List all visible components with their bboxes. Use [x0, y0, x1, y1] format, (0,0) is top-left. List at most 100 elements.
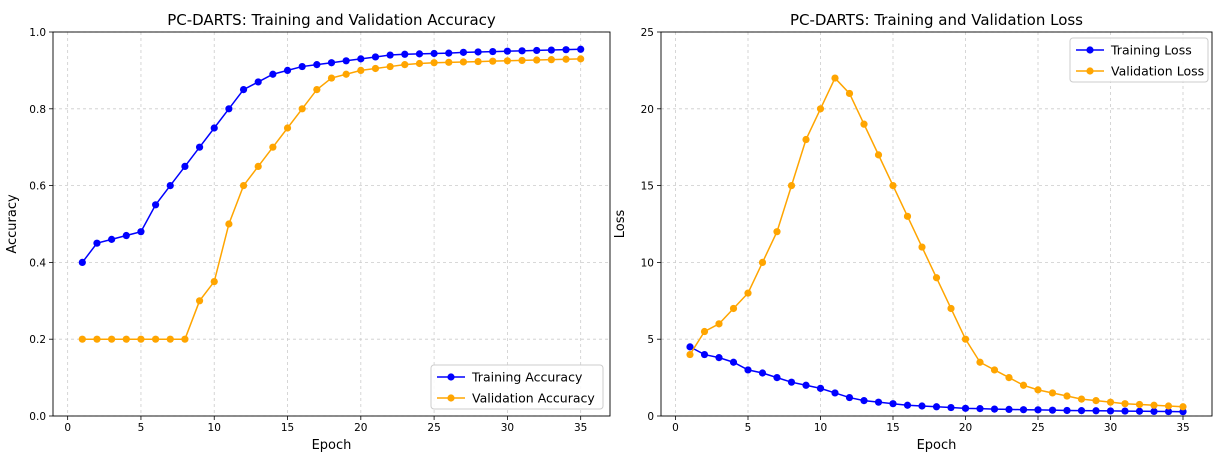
y-tick-label: 0 — [647, 411, 654, 423]
data-point — [1150, 401, 1158, 409]
y-tick-label: 10 — [641, 257, 654, 269]
data-point — [874, 151, 883, 159]
data-point — [903, 401, 912, 409]
data-point — [1048, 389, 1057, 397]
data-point — [445, 58, 453, 66]
axes-frame — [660, 31, 1213, 417]
data-point — [1019, 381, 1028, 389]
data-point — [430, 49, 438, 58]
legend-label: Training Loss — [1110, 43, 1192, 58]
data-point — [932, 274, 941, 282]
data-point — [1019, 406, 1028, 414]
data-point — [961, 335, 970, 343]
data-point — [1063, 392, 1071, 400]
x-tick-label: 25 — [427, 422, 440, 434]
data-point — [459, 58, 468, 66]
data-point — [773, 374, 781, 382]
data-point — [562, 46, 570, 54]
data-point — [686, 350, 694, 359]
data-point — [816, 384, 825, 392]
data-point — [93, 239, 101, 247]
data-point — [547, 46, 555, 54]
data-point — [1092, 407, 1100, 415]
data-point — [357, 66, 365, 74]
data-point — [474, 57, 482, 66]
data-point — [298, 105, 306, 113]
legend-marker — [447, 373, 455, 381]
data-point — [918, 402, 926, 410]
data-point — [1048, 406, 1057, 414]
data-point — [577, 55, 585, 63]
data-point — [225, 220, 233, 228]
data-point — [1077, 395, 1086, 403]
data-point — [239, 86, 248, 94]
data-point — [947, 304, 955, 313]
data-point — [254, 162, 262, 170]
legend-marker — [1086, 46, 1094, 54]
data-point — [816, 105, 825, 113]
y-axis-label: Accuracy — [5, 194, 20, 254]
data-point — [313, 86, 321, 94]
data-point — [210, 278, 218, 286]
data-point — [533, 56, 541, 64]
data-point — [386, 51, 394, 59]
data-point — [860, 120, 868, 128]
y-tick-label: 25 — [641, 27, 654, 39]
data-point — [327, 59, 336, 67]
axes-frame — [52, 31, 611, 417]
data-point — [371, 53, 380, 61]
y-axis-label: Loss — [613, 210, 628, 239]
data-point — [269, 143, 277, 151]
data-point — [874, 398, 883, 406]
data-point — [577, 45, 585, 53]
data-point — [700, 327, 709, 336]
data-point — [1135, 407, 1144, 415]
data-point — [889, 182, 897, 190]
data-point — [503, 57, 511, 65]
data-point — [758, 369, 767, 377]
data-point — [108, 335, 116, 343]
data-point — [210, 124, 218, 132]
x-tick-label: 30 — [1104, 422, 1117, 434]
x-tick-label: 20 — [959, 422, 972, 434]
x-tick-label: 0 — [672, 422, 679, 434]
data-point — [122, 335, 130, 343]
data-point — [166, 335, 174, 343]
data-point — [195, 143, 204, 151]
data-point — [1106, 407, 1115, 415]
x-axis-label: Epoch — [917, 438, 957, 452]
data-point — [137, 335, 145, 343]
data-point — [729, 358, 738, 366]
data-point — [489, 57, 497, 65]
data-point — [459, 48, 468, 56]
data-point — [845, 393, 854, 402]
legend-marker — [447, 394, 455, 402]
data-point — [686, 343, 694, 351]
data-point — [269, 70, 277, 78]
data-point — [137, 228, 145, 236]
y-tick-label: 15 — [641, 181, 654, 193]
data-point — [1179, 403, 1187, 411]
data-point — [239, 182, 248, 190]
data-point — [1121, 400, 1129, 408]
x-tick-label: 20 — [354, 422, 367, 434]
data-point — [845, 89, 854, 98]
data-point — [1005, 374, 1013, 382]
x-tick-label: 30 — [501, 422, 514, 434]
data-point — [990, 366, 999, 374]
data-point — [1106, 398, 1115, 406]
data-point — [78, 335, 86, 343]
x-tick-label: 35 — [1176, 422, 1189, 434]
data-point — [342, 70, 350, 78]
data-point — [1005, 405, 1013, 413]
data-point — [489, 47, 497, 56]
data-point — [787, 182, 796, 190]
data-point — [152, 335, 160, 343]
data-point — [918, 243, 926, 251]
x-tick-label: 25 — [1031, 422, 1044, 434]
data-point — [518, 56, 526, 65]
x-tick-label: 10 — [814, 422, 827, 434]
legend-label: Validation Accuracy — [472, 391, 595, 406]
y-tick-label: 5 — [647, 334, 654, 346]
data-point — [562, 55, 570, 63]
